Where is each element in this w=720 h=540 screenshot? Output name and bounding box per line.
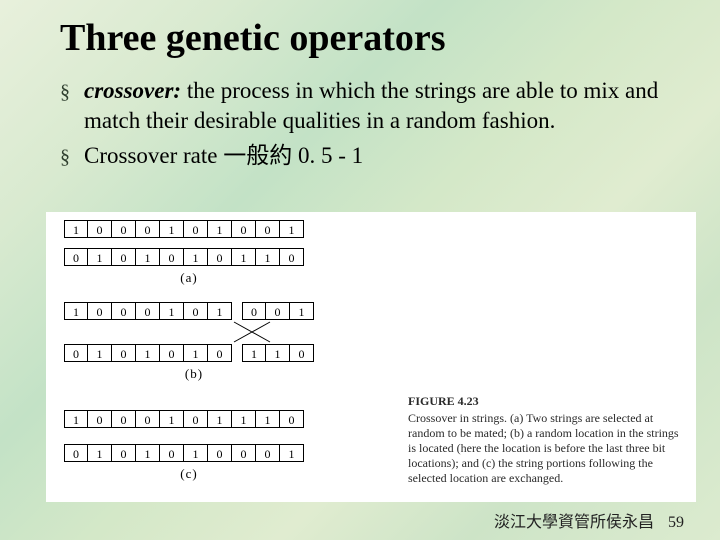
panel-c-row1: 1000101110	[64, 410, 314, 428]
bit-cell: 0	[160, 344, 184, 362]
bit-cell: 0	[64, 344, 88, 362]
bullet-body: Crossover rate 一般約 0. 5 - 1	[84, 141, 674, 171]
bit-cell: 0	[208, 444, 232, 462]
bit-cell: 0	[136, 302, 160, 320]
bullet-list: § crossover: the process in which the st…	[60, 76, 684, 171]
bit-cell: 0	[112, 220, 136, 238]
panel-a-row1: 1000101001	[64, 220, 314, 238]
bullet-body: crossover: the process in which the stri…	[84, 76, 674, 137]
bit-cell: 0	[184, 302, 208, 320]
panel-c: 1000101110 0101010001 (c)	[64, 410, 314, 482]
bit-cell: 0	[64, 444, 88, 462]
figure-caption-body: Crossover in strings. (a) Two strings ar…	[408, 411, 679, 485]
bit-cell: 1	[88, 444, 112, 462]
bullet-marker-icon: §	[60, 141, 74, 171]
panel-c-label: (c)	[64, 466, 314, 482]
panel-b-row1-left: 1000101	[64, 302, 232, 320]
bit-cell: 1	[184, 344, 208, 362]
panel-b-row1-right: 001	[242, 302, 314, 320]
bit-cell: 1	[136, 248, 160, 266]
bit-cell: 1	[266, 344, 290, 362]
bit-cell: 0	[112, 410, 136, 428]
bullet-term: crossover:	[84, 78, 181, 103]
bullet-marker-icon: §	[60, 76, 74, 137]
bit-cell: 0	[256, 444, 280, 462]
panel-c-row2: 0101010001	[64, 444, 314, 462]
bit-cell: 1	[64, 302, 88, 320]
bit-cell: 1	[88, 248, 112, 266]
bit-cell: 1	[208, 220, 232, 238]
bit-cell: 0	[290, 344, 314, 362]
bit-cell: 0	[88, 220, 112, 238]
bit-cell: 0	[112, 248, 136, 266]
bit-cell: 0	[160, 248, 184, 266]
bit-cell: 1	[160, 302, 184, 320]
bit-cell: 1	[184, 248, 208, 266]
bit-cell: 1	[280, 444, 304, 462]
panel-b-label: (b)	[64, 366, 324, 382]
slide-title: Three genetic operators	[60, 16, 684, 60]
bit-cell: 0	[184, 220, 208, 238]
panel-a: 1000101001 0101010110 (a)	[64, 220, 314, 286]
bit-cell: 1	[232, 248, 256, 266]
bit-cell: 1	[208, 302, 232, 320]
bit-cell: 1	[290, 302, 314, 320]
bit-cell: 1	[242, 344, 266, 362]
bit-cell: 0	[242, 302, 266, 320]
bit-cell: 0	[112, 444, 136, 462]
bit-cell: 1	[280, 220, 304, 238]
bit-cell: 1	[160, 220, 184, 238]
bullet-text: Crossover rate 一般約 0. 5 - 1	[84, 143, 363, 168]
panel-b: 1000101 001 0101010 110 (b)	[64, 302, 324, 382]
bit-cell: 0	[184, 410, 208, 428]
bit-cell: 0	[160, 444, 184, 462]
bit-cell: 0	[136, 220, 160, 238]
bit-cell: 1	[208, 410, 232, 428]
bit-cell: 0	[280, 248, 304, 266]
bit-cell: 1	[184, 444, 208, 462]
bit-cell: 0	[280, 410, 304, 428]
bit-cell: 0	[112, 302, 136, 320]
figure-crossover: 1000101001 0101010110 (a) 1000101 001 01…	[46, 212, 696, 502]
panel-a-row2: 0101010110	[64, 248, 314, 266]
panel-a-label: (a)	[64, 270, 314, 286]
bit-cell: 1	[256, 248, 280, 266]
bit-cell: 0	[256, 220, 280, 238]
bit-cell: 0	[232, 444, 256, 462]
bit-cell: 1	[136, 444, 160, 462]
bit-cell: 0	[136, 410, 160, 428]
bit-cell: 1	[136, 344, 160, 362]
footer-author: 淡江大學資管所侯永昌	[494, 514, 654, 531]
bit-cell: 0	[64, 248, 88, 266]
bit-cell: 0	[88, 410, 112, 428]
panel-b-row2-left: 0101010	[64, 344, 232, 362]
crossover-lines-icon	[64, 320, 324, 344]
bit-cell: 0	[266, 302, 290, 320]
bit-cell: 1	[64, 220, 88, 238]
bit-cell: 1	[256, 410, 280, 428]
bit-cell: 1	[232, 410, 256, 428]
bit-cell: 0	[208, 248, 232, 266]
bullet-item: § Crossover rate 一般約 0. 5 - 1	[60, 141, 684, 171]
figure-caption-title: FIGURE 4.23	[408, 394, 688, 409]
panel-b-row2-right: 110	[242, 344, 314, 362]
bit-cell: 0	[232, 220, 256, 238]
bit-cell: 1	[64, 410, 88, 428]
page-number: 59	[668, 514, 684, 531]
bit-cell: 1	[160, 410, 184, 428]
bit-cell: 0	[208, 344, 232, 362]
bullet-item: § crossover: the process in which the st…	[60, 76, 684, 137]
slide-footer: 淡江大學資管所侯永昌 59	[494, 508, 684, 532]
bit-cell: 0	[112, 344, 136, 362]
bit-cell: 0	[88, 302, 112, 320]
figure-caption: FIGURE 4.23 Crossover in strings. (a) Tw…	[408, 394, 688, 486]
bit-cell: 1	[88, 344, 112, 362]
